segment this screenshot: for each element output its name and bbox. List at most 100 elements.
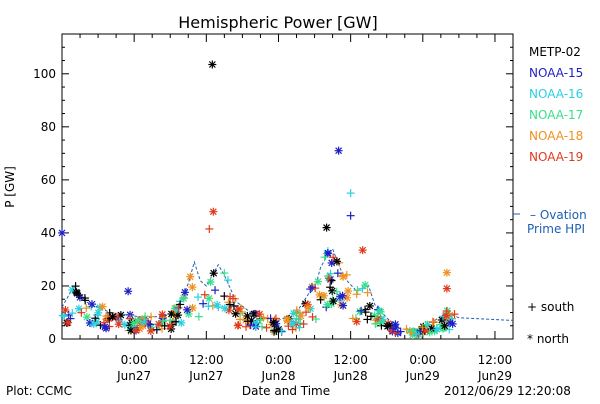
data-point-noaa-17 (205, 294, 214, 303)
data-point-noaa-18 (428, 317, 437, 326)
data-point-metp-02 (328, 286, 337, 295)
data-point-noaa-15 (211, 286, 220, 295)
data-point-noaa-18 (304, 303, 313, 312)
data-point-noaa-19 (324, 274, 333, 283)
data-point-noaa-16 (346, 189, 355, 198)
data-point-metp-02 (440, 321, 449, 330)
data-point-noaa-15 (87, 300, 96, 309)
x-tick-time-label: 12:00 (189, 353, 224, 367)
data-point-metp-02 (225, 300, 234, 309)
data-point-metp-02 (152, 325, 161, 334)
data-point-noaa-17 (375, 318, 384, 327)
data-point-noaa-16 (433, 325, 442, 334)
data-point-noaa-19 (200, 290, 209, 299)
x-tick-date-label: Jun27 (188, 369, 223, 383)
data-point-noaa-16 (60, 312, 69, 321)
data-point-noaa-16 (194, 293, 203, 302)
data-point-noaa-19 (209, 207, 218, 216)
data-point-noaa-16 (445, 325, 454, 334)
data-point-metp-02 (326, 283, 335, 292)
data-point-noaa-18 (259, 313, 268, 322)
x-tick-date-label: Jun28 (260, 369, 295, 383)
ovation-legend-line2: Prime HPI (527, 222, 585, 236)
data-point-noaa-19 (174, 303, 183, 312)
data-point-noaa-19 (64, 318, 73, 327)
data-point-metp-02 (176, 300, 185, 309)
data-point-noaa-18 (402, 325, 411, 334)
data-point-noaa-16 (223, 276, 232, 285)
data-point-noaa-19 (234, 305, 243, 314)
data-point-noaa-18 (352, 290, 361, 299)
x-tick-date-label: Jun29 (477, 369, 512, 383)
legend: METP-02 NOAA-15 NOAA-16 NOAA-17 NOAA-18 NOAA-… (529, 45, 583, 164)
data-point-noaa-17 (179, 294, 188, 303)
data-point-noaa-18 (236, 315, 245, 324)
data-point-noaa-19 (146, 326, 155, 335)
ovation-legend-line1: – Ovation (530, 208, 587, 222)
data-point-noaa-15 (306, 285, 315, 294)
chart-title: Hemispheric Power [GW] (178, 13, 377, 32)
data-point-metp-02 (269, 318, 278, 327)
data-point-noaa-16 (220, 304, 229, 313)
data-point-noaa-15 (180, 288, 189, 297)
x-tick-time-label: 0:00 (121, 353, 148, 367)
data-point-metp-02 (167, 309, 176, 318)
data-point-noaa-15 (391, 320, 400, 329)
data-point-metp-02 (74, 291, 83, 300)
data-point-noaa-19 (61, 305, 70, 314)
data-point-noaa-16 (213, 300, 222, 309)
data-point-noaa-17 (82, 313, 91, 322)
data-point-noaa-19 (358, 246, 367, 255)
data-point-noaa-19 (442, 311, 451, 320)
data-point-noaa-16 (89, 320, 98, 329)
legend-entry: NOAA-18 (529, 129, 583, 143)
data-point-noaa-19 (158, 310, 167, 319)
data-point-noaa-15 (334, 146, 343, 155)
data-point-noaa-16 (94, 308, 103, 317)
data-point-noaa-16 (251, 322, 260, 331)
data-point-noaa-16 (412, 330, 421, 339)
data-point-noaa-18 (406, 328, 415, 337)
y-tick-label: 20 (41, 279, 56, 293)
data-point-noaa-16 (289, 319, 298, 328)
plot-frame (61, 33, 514, 340)
data-point-noaa-19 (329, 253, 338, 262)
plot-credit: Plot: CCMC (6, 384, 72, 398)
y-tick-label: 60 (41, 173, 56, 187)
legend-entry: NOAA-17 (529, 108, 583, 122)
data-point-noaa-17 (314, 277, 323, 286)
data-point-metp-02 (173, 311, 182, 320)
data-point-noaa-19 (284, 322, 293, 331)
data-point-noaa-17 (353, 286, 362, 295)
data-point-metp-02 (270, 326, 279, 335)
data-point-noaa-15 (333, 269, 342, 278)
data-point-noaa-18 (418, 323, 427, 332)
data-point-noaa-15 (357, 306, 366, 315)
data-point-noaa-19 (308, 312, 317, 321)
y-tick-label: 100 (33, 67, 56, 81)
data-point-noaa-16 (326, 269, 335, 278)
data-point-noaa-17 (323, 300, 332, 309)
data-point-noaa-18 (292, 306, 301, 315)
data-point-noaa-15 (339, 301, 348, 310)
data-point-metp-02 (332, 257, 341, 266)
data-point-metp-02 (272, 327, 281, 336)
data-point-noaa-17 (332, 287, 341, 296)
x-axis-ticks: 0:00 Jun27 12:00 Jun27 0:00 Jun28 12:00 Jun28 0:… (61, 34, 514, 383)
x-tick-time-label: 12:00 (333, 353, 368, 367)
y-axis-ticks: 0 20 40 60 80 100 (33, 33, 513, 346)
data-point-noaa-19 (226, 292, 235, 301)
data-point-metp-02 (160, 321, 169, 330)
data-point-noaa-17 (133, 316, 142, 325)
legend-entry: NOAA-16 (529, 87, 583, 101)
data-point-noaa-19 (114, 320, 123, 329)
data-point-metp-02 (209, 269, 218, 278)
data-point-noaa-18 (442, 268, 451, 277)
data-point-noaa-15 (58, 228, 66, 237)
south-marker-legend: + south (527, 300, 574, 314)
data-point-metp-02 (329, 297, 338, 306)
y-tick-label: 0 (48, 332, 56, 346)
data-point-noaa-17 (355, 307, 364, 316)
data-point-noaa-19 (262, 323, 271, 332)
